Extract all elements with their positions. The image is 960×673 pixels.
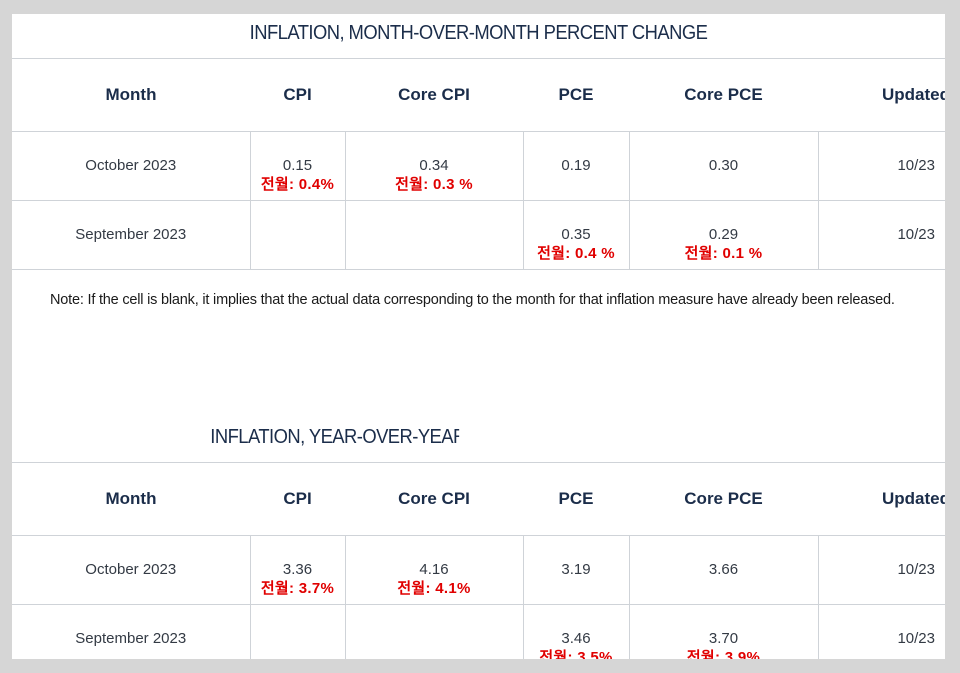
core-pce-cell: 3.66 [628,535,818,605]
previous-month-note: 전월: 0.3 % [395,176,473,193]
column-header-core-cpi: Core CPI [345,462,523,536]
table-row: September 2023 3.46 전월: 3.5% 3.70 전월: 3.9%… [12,604,945,659]
column-header-cpi: CPI [250,58,345,132]
blank-cell-note: Note: If the cell is blank, it implies t… [50,292,895,308]
previous-month-note: 전월: 0.4 % [537,245,615,262]
screenshot-border-bottom [0,659,960,673]
cpi-cell: 0.15 전월: 0.4% [249,131,345,201]
column-header-updated: Updated [818,58,945,132]
yearly-table-title: INFLATION, YEAR-OVER-YEAR PERCENT CHANGE [210,426,459,448]
updated-cell: 10/23 [817,131,945,201]
core-pce-cell: 0.30 [628,131,818,201]
cpi-cell: 3.36 전월: 3.7% [249,535,345,605]
column-header-cpi: CPI [250,462,345,536]
column-header-core-pce: Core PCE [629,462,818,536]
previous-month-note: 전월: 0.4% [260,176,335,193]
pce-cell: 0.35 전월: 0.4 % [522,200,629,270]
core-cpi-cell [344,200,523,270]
table-header-row: Month CPI Core CPI PCE Core PCE Updated [12,58,945,132]
month-cell: October 2023 [12,131,250,201]
monthly-table-title: INFLATION, MONTH-OVER-MONTH PERCENT CHAN… [249,22,708,44]
cpi-cell [249,604,345,659]
screenshot-border-right [945,0,960,673]
document-page: INFLATION, MONTH-OVER-MONTH PERCENT CHAN… [12,14,945,659]
previous-month-note: 전월: 0.1 % [684,245,763,262]
column-header-updated: Updated [818,462,945,536]
core-pce-cell: 3.70 전월: 3.9% [628,604,818,659]
core-cpi-cell: 0.34 전월: 0.3 % [344,131,523,201]
table-row: September 2023 0.35 전월: 0.4 % 0.29 전월: 0.1… [12,200,945,270]
column-header-month: Month [12,462,250,536]
core-pce-cell: 0.29 전월: 0.1 % [628,200,818,270]
yearly-inflation-table: Month CPI Core CPI PCE Core PCE Updated … [12,462,945,659]
pce-cell: 3.19 [522,535,629,605]
column-header-core-pce: Core PCE [629,58,818,132]
previous-month-note: 전월: 3.7% [260,580,335,597]
updated-cell: 10/23 [817,535,945,605]
core-cpi-cell [344,604,523,659]
column-header-month: Month [12,58,250,132]
month-cell: October 2023 [12,535,250,605]
table-header-row: Month CPI Core CPI PCE Core PCE Updated [12,462,945,536]
column-header-pce: PCE [523,58,629,132]
table-row: October 2023 0.15 전월: 0.4% 0.34 전월: 0.3 % … [12,131,945,201]
previous-month-note: 전월: 3.9% [686,649,761,659]
updated-cell: 10/23 [817,604,945,659]
column-header-pce: PCE [523,462,629,536]
pce-cell: 0.19 [522,131,629,201]
updated-cell: 10/23 [817,200,945,270]
column-header-core-cpi: Core CPI [345,58,523,132]
pce-cell: 3.46 전월: 3.5% [522,604,629,659]
month-cell: September 2023 [12,604,250,659]
month-cell: September 2023 [12,200,250,270]
previous-month-note: 전월: 4.1% [397,580,471,597]
table-row: October 2023 3.36 전월: 3.7% 4.16 전월: 4.1% 3… [12,535,945,605]
monthly-inflation-table: Month CPI Core CPI PCE Core PCE Updated … [12,58,945,270]
cpi-cell [249,200,345,270]
core-cpi-cell: 4.16 전월: 4.1% [344,535,523,605]
previous-month-note: 전월: 3.5% [539,649,613,659]
